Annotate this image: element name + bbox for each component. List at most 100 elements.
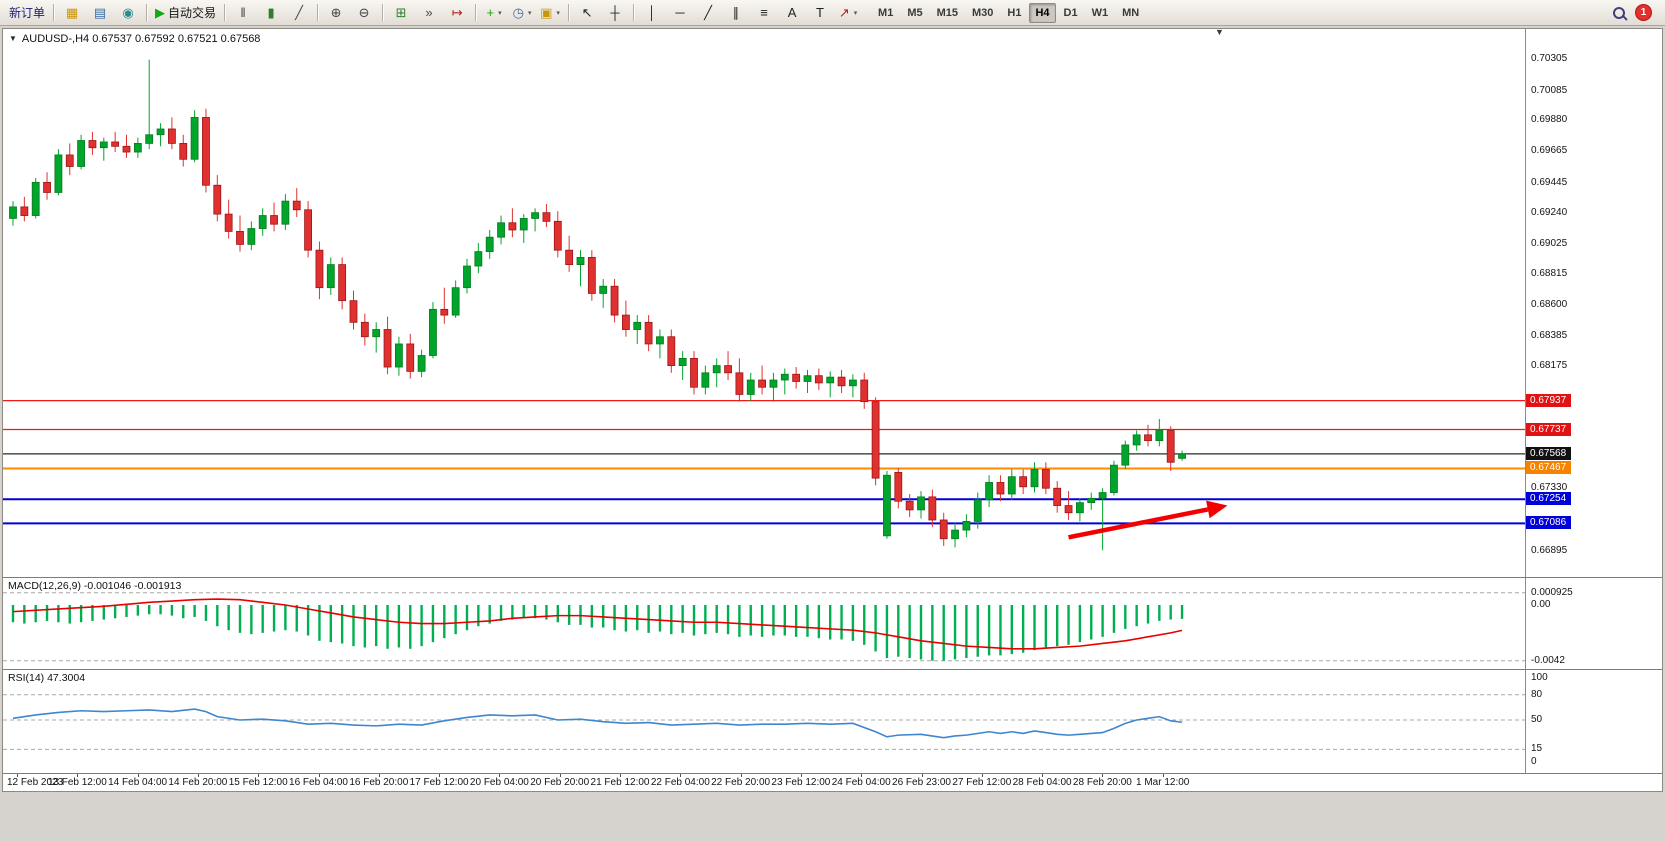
line-chart-button[interactable]: ╱ (285, 2, 313, 24)
candle-body (349, 300, 358, 323)
trend-arrow-annotation[interactable] (1068, 507, 1209, 540)
time-tick (1162, 774, 1164, 777)
candle-body (973, 499, 982, 522)
fibonacci-button[interactable]: ≡ (750, 2, 778, 24)
macd-canvas[interactable] (3, 578, 1526, 670)
price-tick-label: 0.69880 (1531, 114, 1568, 126)
candle-body (145, 134, 154, 144)
candle-body (599, 285, 608, 294)
horizontal-line-button[interactable]: ─ (666, 2, 694, 24)
candle-body (837, 376, 846, 387)
trendline-icon: ╱ (704, 5, 712, 20)
candle-body (88, 140, 97, 149)
timeframe-h4[interactable]: H4 (1029, 2, 1056, 23)
zoom-out-button[interactable]: ⊖ (350, 2, 378, 24)
x-axis-label: 22 Feb 20:00 (711, 777, 771, 788)
cursor-button[interactable]: ↖ (573, 2, 601, 24)
indicators-button[interactable]: + ▾ (480, 2, 508, 24)
autotrading-button[interactable]: ▶ 自动交易 (151, 2, 220, 24)
x-axis-label: 20 Feb 04:00 (469, 777, 529, 788)
price-tick-label: 0.69025 (1531, 237, 1568, 249)
candle-body (1098, 492, 1107, 499)
candle-body (236, 231, 244, 245)
alerts-button[interactable]: ◉ (114, 2, 142, 24)
chart-menu-arrow-icon[interactable]: ▼ (9, 34, 17, 43)
price-chart-canvas[interactable] (3, 29, 1526, 577)
timeframe-m5[interactable]: M5 (907, 6, 923, 19)
data-window-button[interactable]: ▤ (86, 2, 114, 24)
chart-window: ▼ AUDUSD-,H4 0.67537 0.67592 0.67521 0.6… (2, 27, 1663, 792)
auto-scroll-button[interactable]: » (415, 2, 443, 24)
search-icon[interactable] (1613, 6, 1625, 19)
channel-button[interactable]: ∥ (722, 2, 750, 24)
tile-windows-button[interactable]: ⊞ (387, 2, 415, 24)
candle-body (678, 357, 687, 366)
toolbar-separator (382, 4, 384, 21)
price-tag: 0.67254 (1526, 492, 1572, 506)
candle-body (224, 213, 233, 232)
timeframe-d1[interactable]: D1 (1063, 6, 1078, 19)
candle-body (814, 375, 823, 384)
x-axis-label: 16 Feb 04:00 (289, 777, 348, 788)
arrows-button[interactable]: ↗ ▾ (834, 2, 862, 24)
candle-body (508, 222, 517, 231)
time-tick (680, 774, 682, 777)
vertical-line-button[interactable]: │ (638, 2, 666, 24)
zoom-in-button[interactable]: ⊕ (322, 2, 350, 24)
candle-body (576, 256, 585, 265)
candle-body (996, 482, 1005, 495)
chart-shift-marker-icon[interactable]: ▼ (1215, 27, 1224, 37)
trendline-button[interactable]: ╱ (694, 2, 722, 24)
candle-body (531, 212, 539, 219)
timeframe-w1[interactable]: W1 (1091, 6, 1109, 19)
candle-body (928, 496, 937, 521)
macd-axis: 0.000925 0.00 -0.0042 (1525, 578, 1662, 669)
x-axis-label: 27 Feb 12:00 (952, 777, 1012, 788)
candle-body (735, 372, 744, 395)
chart-title: ▼ AUDUSD-,H4 0.67537 0.67592 0.67521 0.6… (9, 33, 260, 45)
chart-shift-button[interactable]: ↦ (443, 2, 471, 24)
timeframe-m30[interactable]: M30 (972, 6, 994, 19)
new-order-button[interactable]: 新订单 (5, 2, 49, 24)
periods-button[interactable]: ◷ ▾ (508, 2, 536, 24)
candle-body (485, 236, 494, 253)
candle-body (247, 228, 256, 245)
price-tick-label: 0.70305 (1531, 53, 1568, 64)
toolbar-separator (224, 4, 226, 21)
rsi-canvas[interactable] (3, 670, 1526, 774)
candle-body (43, 181, 51, 193)
macd-tick-label: -0.0042 (1531, 654, 1565, 666)
timeframe-h1[interactable]: H1 (1007, 6, 1022, 19)
candle-body (633, 321, 642, 330)
time-tick (1102, 774, 1104, 777)
x-axis-label: 14 Feb 04:00 (108, 777, 168, 788)
candle-body (1030, 469, 1039, 488)
candle-body (1064, 505, 1073, 514)
candle-body (985, 482, 993, 501)
x-axis-label: 23 Feb 12:00 (771, 777, 831, 788)
crosshair-button[interactable]: ┼ (601, 2, 629, 24)
candle-body (474, 251, 483, 267)
timeframe-mn[interactable]: MN (1122, 6, 1140, 19)
candlestick-chart-button[interactable]: ▮ (257, 2, 285, 24)
candle-body (179, 143, 188, 160)
candle-body (1166, 430, 1175, 463)
template-icon: ▣ (540, 5, 553, 20)
new-chart-button[interactable]: ▦ (58, 2, 86, 24)
toolbar: 新订单 ▦ ▤ ◉ ▶ 自动交易 ‖ ▮ ╱ ⊕ ⊖ ⊞» ↦ + ▾ ◷ ▾ ▣ ▾ ↖ ┼ │ ─ ╱ ∥ ≡ A T ↗ ▾ M1 M… (0, 0, 1665, 26)
notification-badge[interactable]: 1 (1635, 4, 1652, 21)
candle-body (429, 308, 437, 356)
candle-body (315, 249, 324, 289)
crosshair-icon: ┼ (610, 5, 620, 20)
price-tick-label: 0.68385 (1531, 330, 1568, 342)
x-axis-label: 24 Feb 04:00 (831, 777, 891, 788)
text-button[interactable]: A (778, 2, 806, 24)
timeframe-m15[interactable]: M15 (936, 6, 958, 19)
candle-body (553, 220, 562, 251)
candle-body (99, 141, 108, 149)
templates-button[interactable]: ▣ ▾ (536, 2, 564, 24)
time-tick (861, 774, 863, 777)
bar-chart-button[interactable]: ‖ (229, 2, 257, 24)
timeframe-m1[interactable]: M1 (878, 6, 894, 19)
text-label-button[interactable]: T (806, 2, 834, 24)
